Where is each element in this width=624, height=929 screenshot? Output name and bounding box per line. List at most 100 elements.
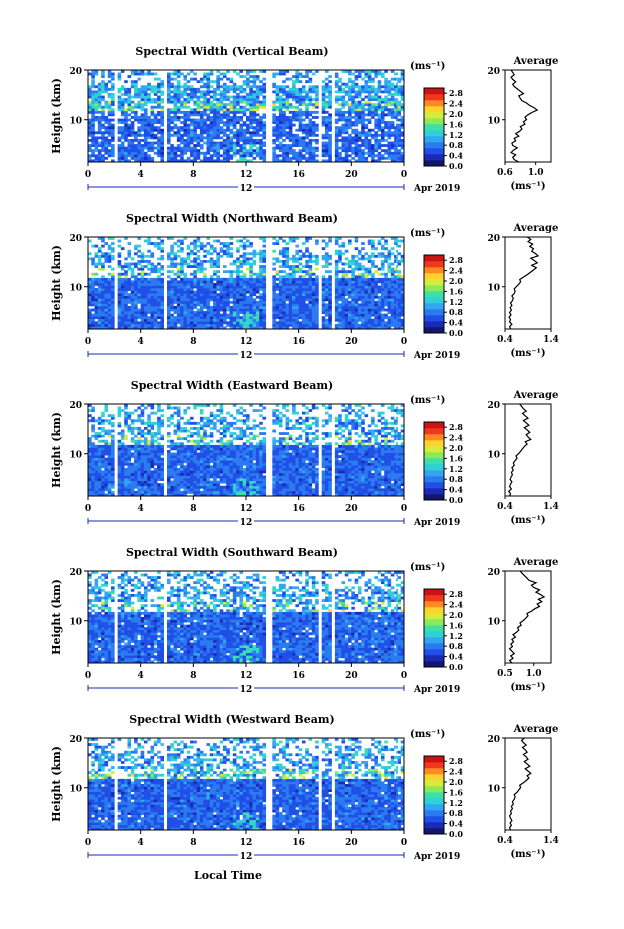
heatmap-cell: [295, 277, 299, 281]
heatmap-cell: [249, 242, 253, 245]
heatmap-cell: [400, 277, 405, 281]
heatmap-cell: [361, 313, 365, 317]
heatmap-cell: [301, 288, 306, 291]
heatmap-cell: [367, 95, 372, 99]
heatmap-cell: [190, 149, 194, 153]
heatmap-cell: [147, 318, 151, 322]
heatmap-cell: [213, 144, 217, 147]
heatmap-cell: [295, 72, 299, 76]
heatmap-cell: [111, 128, 115, 132]
heatmap-cell: [242, 87, 247, 91]
heatmap-cell: [157, 300, 161, 304]
heatmap-cell: [127, 283, 132, 286]
heatmap-cell: [295, 133, 299, 137]
heatmap-cell: [288, 126, 293, 130]
heatmap-cell: [354, 70, 359, 73]
heatmap-cell: [104, 257, 109, 261]
heatmap-cell: [137, 249, 141, 253]
heatmap-cell: [88, 313, 92, 317]
heatmap-cell: [134, 277, 138, 281]
heatmap-cell: [275, 323, 280, 327]
heatmap-cell: [140, 306, 145, 309]
heatmap-cell: [130, 128, 135, 132]
heatmap-cell: [380, 154, 385, 158]
heatmap-cell: [298, 303, 303, 307]
heatmap-cell: [321, 108, 326, 112]
heatmap-cell: [394, 280, 398, 284]
heatmap-cell: [239, 100, 244, 104]
heatmap-cell: [384, 100, 388, 104]
heatmap-cell: [239, 239, 244, 243]
heatmap-cell: [193, 90, 197, 94]
heatmap-cell: [298, 141, 303, 145]
heatmap-cell: [374, 133, 378, 137]
heatmap-cell: [160, 90, 165, 94]
heatmap-cell: [203, 280, 207, 284]
heatmap-cell: [315, 242, 319, 245]
heatmap-cell: [117, 323, 122, 327]
heatmap-cell: [213, 270, 217, 274]
heatmap-cell: [137, 277, 141, 281]
heatmap-cell: [367, 103, 372, 107]
heatmap-cell: [249, 87, 253, 91]
heatmap-cell: [101, 131, 105, 135]
heatmap-cell: [246, 154, 250, 158]
heatmap-cell: [229, 110, 234, 114]
heatmap-cell: [167, 151, 171, 155]
heatmap-cell: [150, 267, 155, 271]
heatmap-cell: [107, 108, 112, 112]
heatmap-cell: [137, 95, 141, 99]
heatmap-cell: [203, 321, 207, 325]
heatmap-cell: [259, 154, 263, 158]
heatmap-cell: [259, 277, 263, 281]
heatmap-cell: [104, 254, 109, 258]
heatmap-cell: [117, 277, 122, 281]
heatmap-cell: [357, 144, 362, 147]
heatmap-cell: [325, 290, 329, 294]
heatmap-cell: [97, 247, 102, 251]
heatmap-cell: [292, 85, 296, 89]
heatmap-cell: [348, 80, 352, 84]
heatmap-cell: [315, 321, 319, 325]
heatmap-cell: [367, 242, 372, 245]
heatmap-cell: [262, 133, 267, 137]
heatmap-cell: [328, 136, 332, 140]
heatmap-cell: [236, 260, 240, 263]
heatmap-cell: [272, 151, 276, 155]
heatmap-cell: [236, 103, 240, 107]
heatmap-cell: [361, 118, 365, 122]
heatmap-cell: [278, 285, 283, 289]
heatmap-cell: [255, 306, 260, 309]
heatmap-cell: [262, 90, 267, 94]
heatmap-cell: [111, 288, 115, 291]
heatmap-cell: [167, 113, 171, 117]
heatmap-cell: [315, 283, 319, 286]
heatmap-cell: [341, 313, 346, 317]
heatmap-cell: [259, 318, 263, 322]
heatmap-cell: [334, 237, 339, 240]
heatmap-cell: [275, 87, 280, 91]
heatmap-cell: [315, 85, 319, 89]
heatmap-cell: [334, 131, 339, 135]
heatmap-cell: [278, 311, 283, 314]
heatmap-cell: [400, 85, 405, 89]
heatmap-cell: [275, 298, 280, 302]
heatmap-cell: [176, 72, 181, 76]
heatmap-cell: [396, 239, 398, 243]
heatmap-cell: [311, 103, 316, 107]
heatmap-cell: [246, 85, 250, 89]
heatmap-cell: [150, 313, 155, 317]
heatmap-cell: [394, 288, 398, 291]
heatmap-cell: [193, 93, 197, 96]
heatmap-cell: [150, 121, 155, 124]
heatmap-cell: [246, 118, 250, 122]
heatmap-cell: [216, 306, 220, 309]
heatmap-cell: [380, 149, 385, 153]
heatmap-cell: [282, 113, 286, 117]
heatmap-cell: [140, 252, 145, 256]
heatmap-cell: [361, 295, 365, 299]
heatmap-cell: [275, 95, 280, 99]
heatmap-cell: [137, 105, 141, 109]
heatmap-cell: [130, 121, 135, 124]
heatmap-cell: [348, 239, 352, 243]
